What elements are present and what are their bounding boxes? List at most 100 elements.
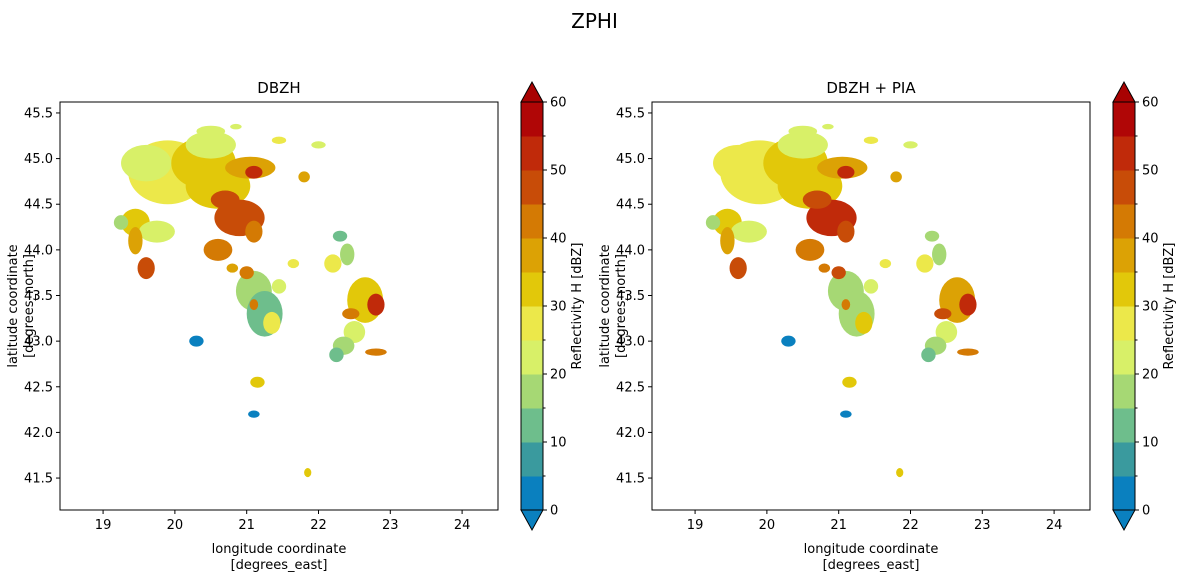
colorbar-level	[521, 306, 543, 341]
reflectivity-cell-39	[332, 230, 348, 242]
y-axis-label: [degrees_north]	[614, 254, 629, 358]
reflectivity-cell-21	[818, 263, 831, 273]
reflectivity-cell-13	[720, 227, 735, 255]
colorbar-level	[1113, 204, 1135, 239]
y-tick-label: 44.5	[24, 198, 53, 213]
reflectivity-cell-24	[324, 254, 342, 273]
panel-dbzh: 19 20 21 22 23 24 41.5 42.0 42.5 43.0 43.5 44.0 44.5…	[6, 79, 585, 573]
reflectivity-cell-34	[248, 410, 260, 418]
reflectivity-cell-19	[855, 311, 873, 334]
colorbar-tick-label: 30	[1142, 300, 1159, 315]
colorbar-level	[1113, 442, 1135, 477]
reflectivity-cell-23	[863, 279, 879, 294]
reflectivity-cell-33	[250, 376, 265, 388]
colorbar-tick-label: 0	[1142, 504, 1150, 519]
colorbar-extend-min	[1112, 509, 1136, 532]
reflectivity-cell-36	[271, 136, 287, 144]
colorbar-label: Reflectivity H [dBZ]	[1162, 243, 1177, 370]
reflectivity-cell-41	[879, 258, 892, 269]
x-tick-label: 21	[830, 518, 847, 533]
reflectivity-cell-22	[249, 299, 259, 311]
axes-frame	[59, 101, 499, 511]
reflectivity-cell-22	[841, 299, 851, 311]
reflectivity-cell-9	[795, 238, 825, 261]
reflectivity-cell-35	[896, 468, 904, 478]
reflectivity-field	[113, 123, 387, 478]
reflectivity-cell-20	[831, 266, 846, 280]
reflectivity-cell-10	[802, 190, 832, 209]
reflectivity-cell-29	[934, 308, 952, 320]
colorbar-extend-max	[1112, 80, 1136, 103]
y-tick-label: 42.5	[24, 380, 53, 395]
reflectivity-cell-24	[916, 254, 934, 273]
y-axis-label: latitude coordinate	[598, 244, 613, 367]
reflectivity-cell-28	[367, 293, 385, 316]
colorbar-extend-min	[520, 509, 544, 532]
reflectivity-cell-37	[298, 171, 310, 183]
y-tick-label: 43.0	[24, 335, 53, 350]
panel-title: DBZH	[257, 79, 300, 97]
reflectivity-cell-32	[921, 347, 936, 363]
reflectivity-cell-16	[196, 125, 226, 137]
y-tick-label: 41.5	[24, 472, 53, 487]
y-tick-label: 43.5	[24, 289, 53, 304]
colorbar: 0 10 20 30 40 50 60 Reflectivity H [dBZ]	[1112, 80, 1177, 532]
y-tick-label: 42.0	[24, 426, 53, 441]
colorbar-level	[1113, 408, 1135, 443]
reflectivity-cell-21	[226, 263, 239, 273]
colorbar-level	[1113, 272, 1135, 307]
reflectivity-cell-3	[185, 131, 236, 159]
colorbar-tick-label: 60	[1142, 96, 1159, 111]
x-axis-label: [degrees_east]	[823, 558, 920, 573]
reflectivity-cell-33	[842, 376, 857, 388]
colorbar-tick-label: 50	[1142, 164, 1159, 179]
reflectivity-cell-42	[230, 123, 242, 130]
reflectivity-cell-32	[329, 347, 344, 363]
colorbar-tick-label: 30	[550, 300, 567, 315]
reflectivity-cell-42	[822, 123, 834, 130]
reflectivity-cell-1	[713, 144, 764, 182]
x-tick-label: 19	[95, 518, 112, 533]
colorbar-tick-label: 0	[550, 504, 558, 519]
x-tick-label: 19	[687, 518, 704, 533]
reflectivity-cell-41	[287, 258, 300, 269]
colorbar-level	[521, 408, 543, 443]
reflectivity-cell-38	[311, 141, 326, 149]
colorbar-level	[521, 374, 543, 409]
x-tick-label: 22	[902, 518, 919, 533]
y-axis-label: latitude coordinate	[6, 244, 21, 367]
reflectivity-cell-40	[189, 335, 204, 347]
reflectivity-cell-37	[890, 171, 902, 183]
reflectivity-cell-35	[304, 468, 312, 478]
y-tick-label: 45.0	[24, 152, 53, 167]
reflectivity-cell-14	[729, 257, 747, 280]
reflectivity-cell-9	[203, 238, 233, 261]
y-tick-label: 44.5	[616, 198, 645, 213]
reflectivity-cell-20	[239, 266, 254, 280]
panel-dbzh-pia: 19 20 21 22 23 24 41.5 42.0 42.5 43.0 43.5 44.0 44.5…	[598, 79, 1177, 573]
x-tick-label: 21	[238, 518, 255, 533]
colorbar-level	[1113, 170, 1135, 205]
reflectivity-cell-29	[342, 308, 360, 320]
colorbar-tick-label: 20	[1142, 368, 1159, 383]
colorbar-level	[1113, 102, 1135, 137]
colorbar-level	[1113, 306, 1135, 341]
figure-suptitle: ZPHI	[571, 9, 618, 33]
colorbar-tick-label: 40	[1142, 232, 1159, 247]
colorbar-level	[1113, 476, 1135, 511]
reflectivity-cell-28	[959, 293, 977, 316]
x-tick-label: 20	[759, 518, 776, 533]
colorbar-tick-label: 50	[550, 164, 567, 179]
colorbar-level	[521, 238, 543, 273]
y-tick-label: 45.0	[616, 152, 645, 167]
y-tick-label: 42.5	[616, 380, 645, 395]
y-tick-label: 43.5	[616, 289, 645, 304]
reflectivity-cell-39	[924, 230, 940, 242]
x-tick-label: 20	[167, 518, 184, 533]
x-tick-label: 24	[454, 518, 471, 533]
colorbar-level	[521, 204, 543, 239]
reflectivity-cell-12	[730, 220, 767, 243]
reflectivity-cell-25	[932, 243, 947, 266]
colorbar-level	[521, 170, 543, 205]
